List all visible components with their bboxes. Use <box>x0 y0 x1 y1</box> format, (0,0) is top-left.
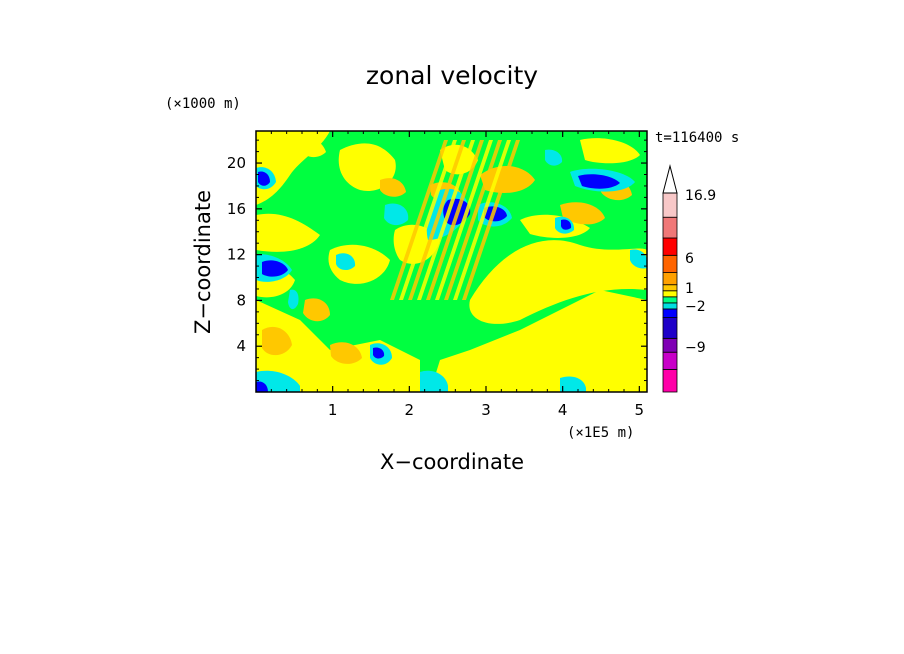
colorbar-label: 6 <box>685 251 694 267</box>
contour-region <box>256 213 320 252</box>
colorbar-level <box>662 216 678 239</box>
colorbar-level <box>662 272 678 286</box>
y-tick-label: 20 <box>227 154 246 172</box>
colorbar-extend-arrow <box>662 164 678 194</box>
contour-streak <box>444 140 502 300</box>
contour-field <box>256 131 647 392</box>
contour-region <box>373 347 385 359</box>
contour-region <box>256 381 268 392</box>
contour-region <box>560 202 605 225</box>
colorbar-level <box>662 237 678 256</box>
contour-region <box>288 289 299 310</box>
colorbar-level <box>662 290 678 298</box>
contour-region <box>580 138 640 164</box>
contour-region <box>484 206 507 222</box>
contour-region <box>258 171 270 186</box>
contour-region <box>256 300 420 392</box>
colorbar-level <box>662 254 678 274</box>
colorbar-level <box>662 308 678 318</box>
contour-region <box>430 290 647 392</box>
y-scale-note: (×1000 m) <box>165 96 241 112</box>
chart-title: zonal velocity <box>366 61 538 90</box>
contour-streak <box>435 140 493 300</box>
contour-region <box>262 260 288 277</box>
colorbar-label: 1 <box>685 281 694 297</box>
contour-streak <box>390 140 448 300</box>
colorbar-label: 16.9 <box>685 188 716 204</box>
x-scale-note: (×1E5 m) <box>567 425 634 441</box>
y-tick-label: 4 <box>236 337 246 355</box>
colorbar-level <box>662 337 678 353</box>
contour-streak <box>408 140 466 300</box>
colorbar-level <box>662 192 678 218</box>
time-label: t=116400 s <box>655 130 739 146</box>
y-tick-label: 16 <box>227 200 246 218</box>
contour-region <box>336 253 356 271</box>
contour-region <box>303 298 330 322</box>
x-tick-label: 2 <box>405 401 415 419</box>
contour-region <box>545 149 563 166</box>
contour-region <box>560 376 586 392</box>
contour-region <box>298 138 326 158</box>
x-axis: 1 2 3 4 5 <box>270 131 645 419</box>
contour-streak <box>417 140 475 300</box>
contour-region <box>561 219 572 230</box>
contour-region <box>338 143 396 191</box>
contour-streak <box>462 140 520 300</box>
contour-streak <box>453 140 511 300</box>
contour-region <box>578 174 620 189</box>
contour-region <box>330 342 362 364</box>
contour-region <box>420 370 448 392</box>
x-tick-label: 4 <box>558 401 568 419</box>
colorbar-label: −2 <box>685 299 706 315</box>
colorbar-level <box>662 317 678 339</box>
contour-region <box>469 240 647 324</box>
y-axis-label: Z−coordinate <box>191 190 215 334</box>
y-tick-label: 8 <box>236 291 246 309</box>
x-tick-label: 5 <box>635 401 645 419</box>
colorbar-level <box>662 302 678 310</box>
contour-region <box>256 370 300 392</box>
contour-region <box>262 326 292 356</box>
colorbar: 16.9 6 1 −2 −9 <box>662 164 716 393</box>
colorbar-level <box>662 369 678 393</box>
plot-frame <box>255 130 648 393</box>
y-tick-label: 12 <box>227 246 246 264</box>
contour-streak <box>399 140 457 300</box>
colorbar-level <box>662 351 678 370</box>
x-tick-label: 1 <box>328 401 338 419</box>
y-axis: 4 8 12 16 20 <box>227 139 647 382</box>
plot-area <box>256 131 647 392</box>
contour-region <box>380 178 406 197</box>
colorbar-level <box>662 284 678 292</box>
contour-streak <box>426 140 484 300</box>
x-axis-label: X−coordinate <box>380 450 524 474</box>
x-tick-label: 3 <box>481 401 491 419</box>
colorbar-level <box>662 296 678 304</box>
colorbar-label: −9 <box>685 340 706 356</box>
contour-region <box>384 203 409 226</box>
